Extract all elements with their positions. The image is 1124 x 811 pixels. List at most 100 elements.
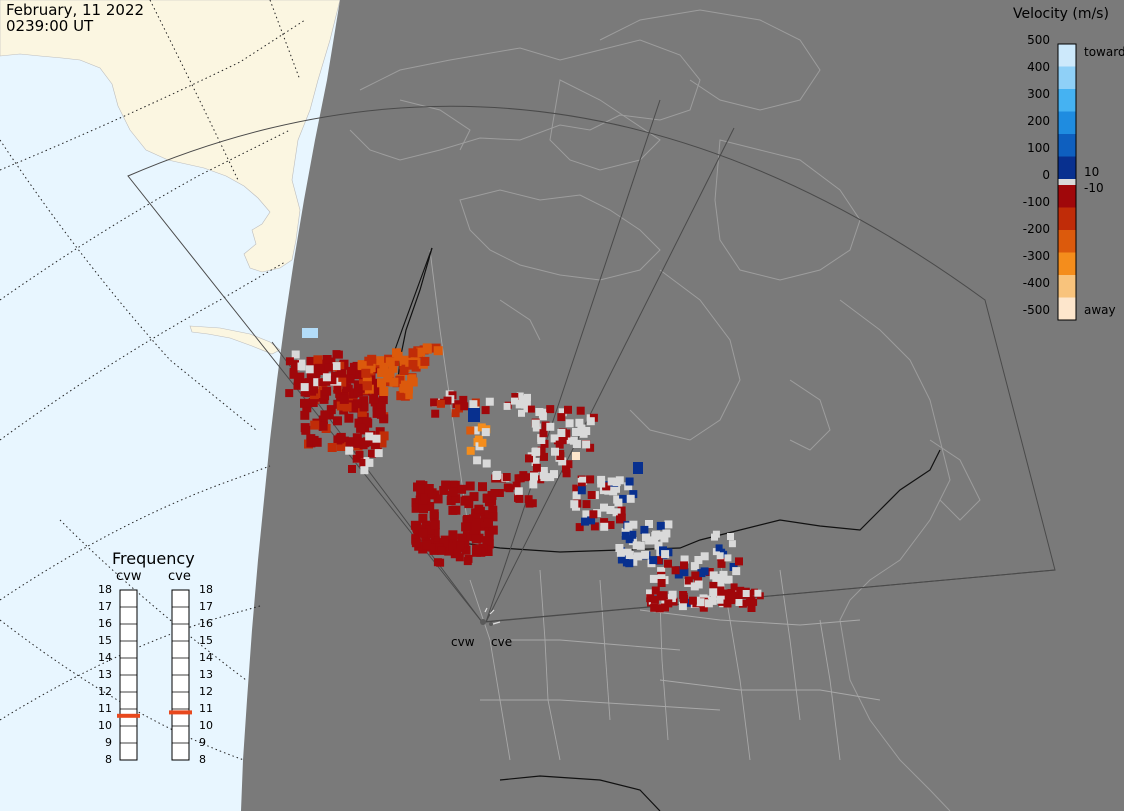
colorbar-segment [1058, 230, 1076, 253]
frequency-tick-right: 11 [199, 702, 213, 715]
velocity-cell [606, 506, 615, 514]
velocity-cell [291, 350, 300, 359]
velocity-cell [655, 604, 664, 613]
frequency-tick-right: 18 [199, 583, 213, 596]
colorbar-segment [1058, 44, 1076, 67]
velocity-cell [649, 574, 658, 583]
colorbar-tick: 0 [1042, 168, 1050, 182]
velocity-cell [359, 396, 369, 406]
velocity-cell [717, 559, 726, 568]
velocity-cell [362, 417, 372, 427]
velocity-cell [712, 548, 720, 556]
frequency-tick-left: 9 [105, 736, 112, 749]
velocity-cell [332, 362, 341, 371]
velocity-cell [680, 561, 688, 570]
velocity-cell [633, 552, 642, 561]
velocity-cell [378, 395, 388, 405]
velocity-cell [430, 520, 440, 530]
velocity-cell [617, 513, 626, 522]
frequency-tick-left: 10 [98, 719, 112, 732]
velocity-cell [419, 504, 428, 514]
velocity-cell [488, 512, 498, 522]
velocity-cell [468, 408, 480, 422]
velocity-cell [385, 368, 395, 378]
velocity-cell [600, 503, 608, 512]
velocity-cell [472, 544, 482, 554]
velocity-cell [490, 489, 499, 497]
velocity-cell [728, 540, 736, 548]
velocity-cell [537, 446, 546, 455]
velocity-cell [328, 376, 337, 385]
velocity-cell [517, 400, 525, 408]
velocity-cell [296, 372, 305, 381]
colorbar-tick: 400 [1027, 60, 1050, 74]
velocity-cell [418, 528, 428, 538]
velocity-cell [448, 530, 458, 540]
velocity-cell [680, 595, 688, 604]
colorbar-tick: 500 [1027, 33, 1050, 47]
velocity-cell [399, 366, 409, 375]
velocity-cell [305, 365, 314, 374]
velocity-cell [529, 480, 538, 489]
velocity-cell [646, 589, 654, 598]
velocity-cell [463, 557, 472, 566]
colorbar-segment [1058, 156, 1076, 179]
velocity-cell [457, 533, 467, 543]
velocity-cell [550, 470, 558, 479]
velocity-cell [564, 460, 573, 469]
frequency-tick-left: 18 [98, 583, 112, 596]
velocity-cell [285, 357, 294, 366]
velocity-cell [357, 361, 367, 371]
frequency-radar-label: cve [168, 569, 191, 584]
velocity-cell [651, 532, 660, 540]
velocity-cell [430, 528, 440, 538]
velocity-cell [747, 604, 756, 612]
velocity-cell [359, 459, 368, 467]
velocity-cell [318, 378, 327, 387]
velocity-cell [431, 409, 440, 418]
velocity-cell [342, 383, 352, 393]
velocity-cell [558, 457, 567, 466]
velocity-cell [723, 599, 732, 608]
velocity-cell [570, 500, 579, 509]
velocity-cell [715, 544, 723, 552]
velocity-cell [626, 494, 635, 503]
velocity-cell [424, 484, 434, 493]
velocity-cell [345, 446, 354, 455]
velocity-cell [354, 370, 364, 380]
velocity-cell [518, 409, 525, 417]
velocity-cell [680, 555, 689, 564]
velocity-cell [619, 494, 628, 503]
velocity-cell [628, 530, 637, 539]
velocity-cell [451, 494, 461, 504]
colorbar-segment [1058, 66, 1076, 89]
velocity-cell [431, 543, 439, 552]
colorbar-ground-scatter [1058, 179, 1076, 185]
velocity-cell [582, 500, 591, 509]
frequency-tick-right: 16 [199, 617, 213, 630]
velocity-cell [661, 550, 670, 559]
velocity-cell [657, 579, 666, 587]
velocity-cell [572, 440, 581, 448]
velocity-cell [732, 567, 741, 576]
velocity-cell [700, 552, 709, 561]
velocity-cell [558, 436, 567, 445]
velocity-cell [678, 602, 687, 611]
velocity-cell [362, 381, 372, 391]
velocity-cell [443, 396, 452, 405]
velocity-cell [336, 401, 346, 411]
velocity-cell [650, 536, 659, 545]
velocity-cell [558, 408, 567, 417]
velocity-cell [311, 368, 321, 378]
velocity-cell [699, 603, 708, 612]
colorbar-tick: 100 [1027, 141, 1050, 155]
velocity-cell [469, 400, 478, 409]
velocity-cell [572, 491, 581, 500]
velocity-cell [562, 464, 570, 473]
velocity-cell [688, 596, 697, 605]
velocity-cell [308, 398, 318, 407]
velocity-cell [716, 552, 724, 560]
velocity-cell [466, 446, 475, 455]
velocity-cell [589, 510, 598, 519]
